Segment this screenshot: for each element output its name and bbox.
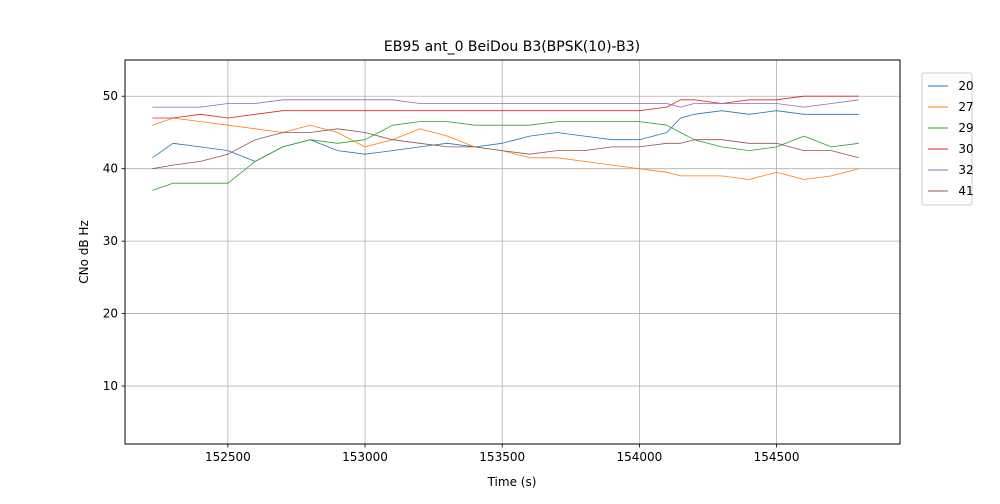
series-line-32 [152,99,859,108]
y-tick-label: 10 [103,379,118,393]
x-tick-label: 153500 [479,450,525,464]
y-axis-label: CNo dB Hz [77,220,91,284]
x-tick-label: 154500 [754,450,800,464]
series-line-41 [152,128,859,170]
x-tick-label: 154000 [616,450,662,464]
legend-label-20: 20 [958,79,973,93]
series-line-27 [152,117,859,180]
series-line-29 [152,121,859,191]
legend-label-27: 27 [958,100,973,114]
x-tick-label: 153000 [342,450,388,464]
x-tick-label: 152500 [205,450,251,464]
y-tick-label: 20 [103,307,118,321]
legend-label-29: 29 [958,121,973,135]
x-axis-label: Time (s) [487,475,537,489]
grid [125,60,900,444]
plot-area-frame [124,59,901,445]
legend-box [921,72,973,206]
y-tick-label: 30 [103,234,118,248]
legend-label-32: 32 [958,163,973,177]
x-axis-ticks: 152500 153000 153500 154000 154500 [205,444,799,464]
y-tick-label: 50 [103,89,118,103]
series-line-30 [152,95,859,119]
y-tick-label: 40 [103,162,118,176]
legend-label-41: 41 [958,184,973,198]
series-group [152,95,859,191]
y-axis-ticks: 10 20 30 40 50 [103,89,125,393]
legend: 20 27 29 30 32 41 [921,72,974,206]
legend-label-30: 30 [958,142,973,156]
chart-title: EB95 ant_0 BeiDou B3(BPSK(10)-B3) [384,39,640,55]
